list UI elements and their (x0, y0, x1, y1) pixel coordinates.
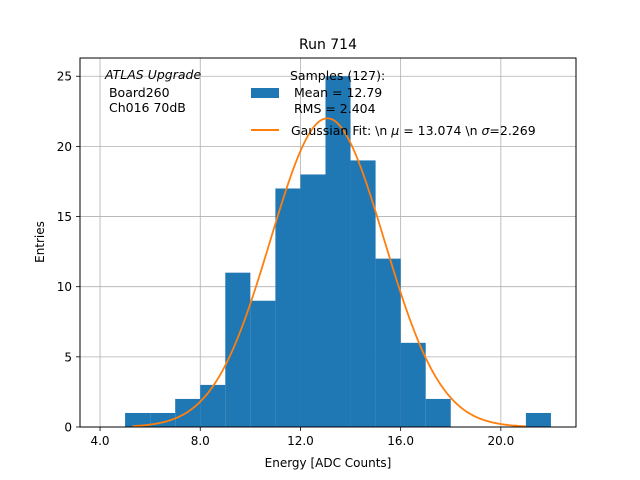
gaussian-fit-curve (132, 117, 526, 428)
legend-fit-text-3: =2.269 (489, 123, 535, 138)
legend-fit-sigma: σ (481, 123, 490, 138)
x-tick-label-2: 12.0 (287, 434, 314, 448)
histogram-bar (200, 384, 226, 427)
histogram-bar (425, 398, 451, 427)
histogram-bar (350, 160, 376, 427)
histogram-bar (125, 412, 151, 427)
histogram-bar (300, 174, 326, 427)
y-tick-label-2: 10 (57, 280, 72, 294)
y-tick-label-0: 0 (64, 421, 72, 435)
legend-fit-mu: μ (390, 123, 399, 138)
y-tick-label-5: 25 (57, 70, 72, 84)
atlas-annotation: ATLAS Upgrade Board260 Ch016 70dB (104, 67, 201, 115)
histogram-bar (175, 398, 201, 427)
plot-area-frame (79, 57, 577, 428)
y-tick-label-4: 20 (57, 140, 72, 154)
chart-title: Run 714 (299, 37, 357, 53)
y-axis-label: Entries (33, 221, 47, 263)
legend-rms: RMS = 2.404 (290, 101, 376, 116)
x-tick-label-4: 20.0 (487, 434, 514, 448)
histogram-bar (275, 188, 301, 427)
annotation-line-board: Board260 (105, 85, 170, 100)
legend-fit-text-2: = 13.074 \n (399, 123, 481, 138)
x-tick-label-3: 16.0 (387, 434, 414, 448)
histogram-bar (400, 342, 426, 427)
histogram-bar (375, 258, 401, 427)
histogram-bars (125, 76, 551, 428)
legend-samples-title: Samples (127): (290, 68, 385, 83)
axis-ticks: 4.0 8.0 12.0 16.0 20.0 0 5 10 15 20 25 (57, 70, 514, 448)
y-tick-label-1: 5 (64, 350, 72, 364)
x-tick-label-1: 8.0 (191, 434, 210, 448)
y-tick-label-3: 15 (57, 210, 72, 224)
x-tick-label-0: 4.0 (90, 434, 109, 448)
legend: Samples (127): Mean = 12.79 RMS = 2.404 … (251, 68, 536, 138)
svg-text:ATLAS Upgrade: ATLAS Upgrade (104, 67, 201, 82)
x-axis-label: Energy [ADC Counts] (265, 456, 392, 470)
legend-mean: Mean = 12.79 (290, 85, 382, 100)
annotation-line-atlas: ATLAS Upgrade (104, 67, 201, 82)
annotation-line-channel: Ch016 70dB (105, 100, 186, 115)
histogram-bar (250, 300, 276, 427)
legend-fit-text-1: Gaussian Fit: \n (291, 123, 391, 138)
histogram-bar (225, 272, 251, 427)
legend-histogram-swatch (251, 88, 279, 98)
legend-fit-label: Gaussian Fit: \n μ = 13.074 \n σ=2.269 (291, 123, 536, 138)
histogram-bar (525, 412, 551, 427)
